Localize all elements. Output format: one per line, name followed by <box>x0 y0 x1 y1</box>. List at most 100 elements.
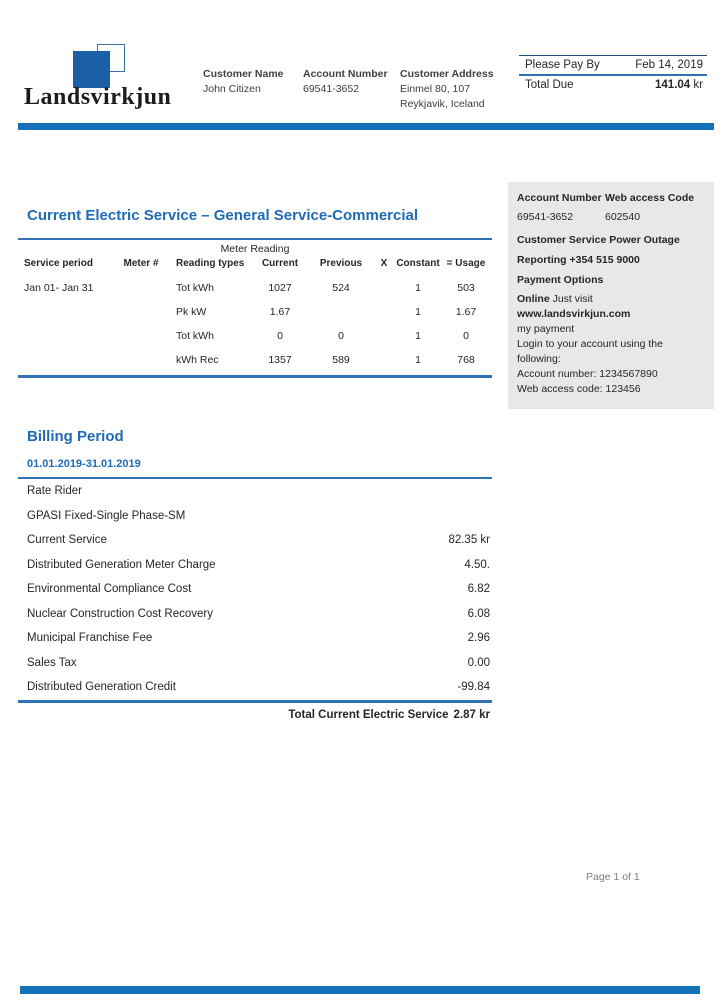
account-number-value: 69541-3652 <box>303 83 360 95</box>
table-cell: Pk kW <box>176 306 207 318</box>
sidebar-labels-row: Account Number Web access Code <box>517 189 705 208</box>
billing-line-amount: -99.84 <box>457 681 490 693</box>
account-number-label: Account Number <box>303 68 388 80</box>
header-divider-bar <box>18 123 714 130</box>
billing-line: Municipal Franchise Fee 2.96 <box>18 626 492 651</box>
meter-reading-group-header: Meter Reading <box>220 243 290 255</box>
billing-total-row: Total Current Electric Service 2.87 kr <box>18 699 492 726</box>
logo-solid-square-icon <box>73 51 110 88</box>
billing-period-range: 01.01.2019-31.01.2019 <box>27 458 141 470</box>
table-row: Pk kW 1.67 1 1.67 <box>18 302 492 326</box>
billing-line-label: Current Service <box>27 534 107 546</box>
column-header: = Usage <box>446 258 486 269</box>
pay-by-row: Please Pay By Feb 14, 2019 <box>519 55 707 76</box>
column-header: X <box>380 258 388 269</box>
footer-divider-bar <box>20 986 700 994</box>
table-cell: 503 <box>457 282 475 294</box>
table-cell: 0 <box>338 330 344 342</box>
sidebar-web-access-label: Web access Code <box>605 192 695 204</box>
sidebar-account-number-value: 69541-3652 <box>517 211 574 223</box>
meter-table-body: Jan 01- Jan 31 Tot kWh 1027 524 1 503 Pk kW 1.6… <box>18 278 492 374</box>
pay-by-label: Please Pay By <box>525 59 600 71</box>
payment-options-label: Payment Options <box>517 274 604 286</box>
payment-website-url: www.landsvirkjun.com <box>517 308 631 320</box>
online-payment-line: Account number: 1234567890 <box>517 368 658 380</box>
customer-name-label: Customer Name <box>203 68 284 80</box>
table-cell: 589 <box>332 354 350 366</box>
billing-line-label: Municipal Franchise Fee <box>27 632 153 644</box>
account-info-box: Account Number Web access Code 69541-365… <box>508 182 714 409</box>
online-payment-line: following: <box>517 353 561 365</box>
column-header: Reading types <box>176 258 245 269</box>
table-cell: 1.67 <box>269 306 291 318</box>
billing-line-amount: 6.08 <box>467 607 490 620</box>
billing-line-label: Rate Rider <box>27 485 82 497</box>
table-cell: Jan 01- Jan 31 <box>24 282 94 294</box>
billing-line-amount: 82.35 kr <box>448 534 490 546</box>
column-header: Current <box>261 258 299 269</box>
column-header: Previous <box>319 258 363 269</box>
online-payment-line: my payment <box>517 323 575 335</box>
page-number: Page 1 of 1 <box>586 871 640 883</box>
billing-line: Rate Rider <box>18 479 492 504</box>
table-cell: 0 <box>277 330 283 342</box>
table-cell: 0 <box>463 330 469 342</box>
payment-summary-box: Please Pay By Feb 14, 2019 Total Due 141… <box>519 55 707 94</box>
section-title-billing-period: Billing Period <box>27 428 124 445</box>
meter-table-bottom-rule <box>18 374 492 378</box>
company-name: Landsvirkjun <box>24 84 172 110</box>
total-due-value: 141.04 kr <box>655 79 703 91</box>
billing-line: Distributed Generation Meter Charge 4.50. <box>18 553 492 578</box>
sidebar-values-row: 69541-3652 602540 <box>517 208 705 227</box>
total-due-amount: 141.04 <box>655 79 691 91</box>
customer-service-line: Customer Service Power Outage <box>517 234 680 246</box>
billing-line: Sales Tax 0.00 <box>18 651 492 676</box>
billing-line: Current Service 82.35 kr <box>18 528 492 553</box>
meter-table-header: Service period Meter # Reading types Curren… <box>18 258 492 278</box>
customer-name-value: John Citizen <box>203 83 261 95</box>
table-cell: 1 <box>415 306 421 318</box>
table-cell: 1357 <box>268 354 292 366</box>
billing-line-label: Distributed Generation Meter Charge <box>27 558 216 571</box>
table-cell: 768 <box>457 354 475 366</box>
total-due-label: Total Due <box>525 79 574 91</box>
billing-line-label: Sales Tax <box>27 656 77 669</box>
online-payment-line: Login to your account using the <box>517 338 663 350</box>
billing-line-label: Environmental Compliance Cost <box>27 583 192 595</box>
table-cell: 1.67 <box>455 306 477 318</box>
customer-name-block: Customer Name John Citizen <box>203 67 299 97</box>
billing-line: Nuclear Construction Cost Recovery 6.08 <box>18 602 492 627</box>
column-header: Service period <box>24 258 93 269</box>
column-header: Constant <box>396 258 440 269</box>
table-cell: 1 <box>415 330 421 342</box>
online-text: Just visit <box>549 293 593 305</box>
table-cell: Tot kWh <box>176 282 214 294</box>
online-payment-extra-lines: my payment Login to your account using th… <box>517 322 705 397</box>
table-row: Tot kWh 0 0 1 0 <box>18 326 492 350</box>
billing-line-label: Distributed Generation Credit <box>27 681 176 693</box>
table-cell: kWh Rec <box>176 354 219 366</box>
address-line1: Einmel 80, 107 <box>400 83 471 95</box>
online-payment-line: Online Just visit www.landsvirkjun.com <box>517 292 705 322</box>
address-line2: Reykjavik, Iceland <box>400 98 485 110</box>
billing-line-amount: 6.82 <box>467 583 490 595</box>
table-cell: 1027 <box>268 282 292 294</box>
account-number-block: Account Number 69541-3652 <box>303 67 399 97</box>
total-due-currency: kr <box>693 79 703 91</box>
table-row: Jan 01- Jan 31 Tot kWh 1027 524 1 503 <box>18 278 492 302</box>
section-title-electric-service: Current Electric Service – General Servi… <box>27 207 419 224</box>
outage-reporting-line: Reporting +354 515 9000 <box>517 254 640 266</box>
billing-line: Environmental Compliance Cost 6.82 <box>18 577 492 602</box>
billing-total-label: Total Current Electric Service <box>288 708 449 721</box>
billing-line-label: GPASI Fixed-Single Phase-SM <box>27 509 186 522</box>
company-logo: Landsvirkjun <box>24 40 184 115</box>
sidebar-web-access-value: 602540 <box>605 211 641 223</box>
billing-line-label: Nuclear Construction Cost Recovery <box>27 607 213 620</box>
billing-line-amount: 4.50. <box>464 558 490 571</box>
online-payment-line: Web access code: 123456 <box>517 383 641 395</box>
billing-total-amount: 2.87 kr <box>453 708 490 721</box>
table-cell: Tot kWh <box>176 330 214 342</box>
billing-charges-table: Rate Rider GPASI Fixed-Single Phase-SM Cur… <box>18 477 492 726</box>
customer-address-label: Customer Address <box>400 68 494 80</box>
